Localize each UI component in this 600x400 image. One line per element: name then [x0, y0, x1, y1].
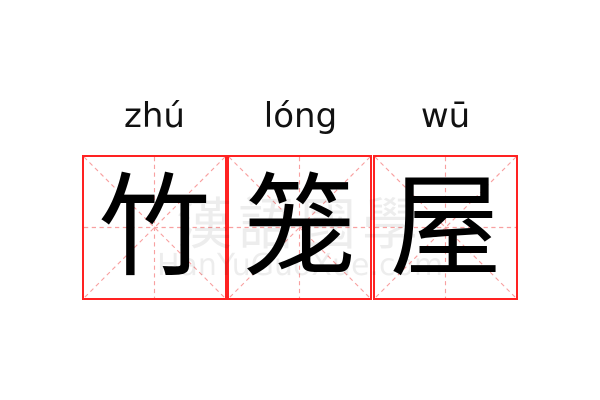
character-3: 屋	[389, 162, 502, 293]
pinyin-1: zhú	[124, 96, 185, 136]
character-1: 竹	[98, 162, 211, 293]
pinyin-2: lóng	[263, 96, 338, 136]
grid-cell-1: 竹	[82, 155, 227, 300]
grid-cell-2: 笼	[227, 155, 372, 300]
guide-lines	[229, 157, 370, 298]
guide-lines	[84, 157, 225, 298]
pinyin-3: wū	[420, 96, 471, 136]
guide-lines	[375, 157, 516, 298]
grid-cell-3: 屋	[373, 155, 518, 300]
character-2: 笼	[243, 162, 356, 293]
character-grid: 竹 笼 屋	[82, 155, 518, 300]
